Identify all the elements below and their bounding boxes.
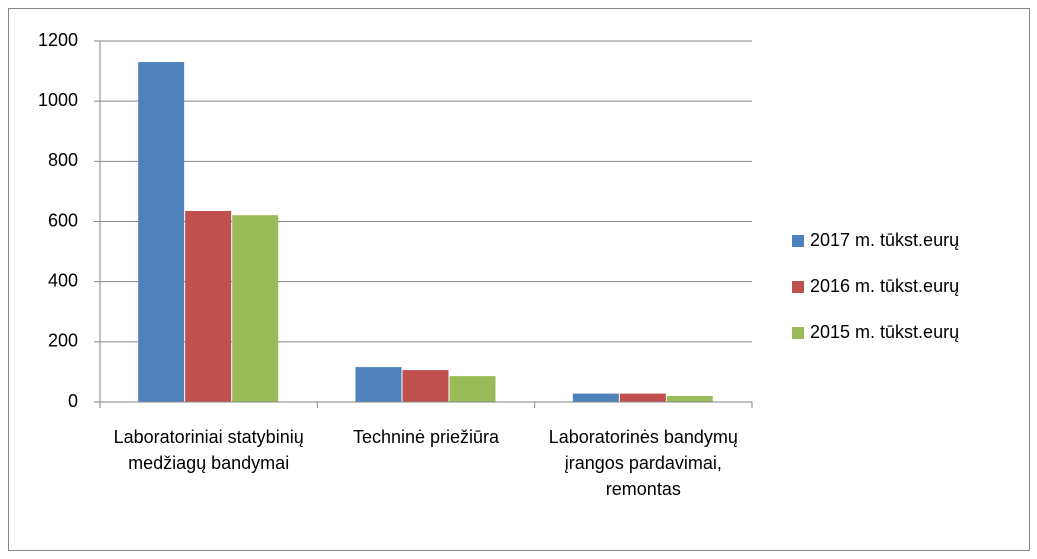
x-tick-label: Laboratorinės bandymų įrangos pardavimai… xyxy=(548,427,738,499)
bar xyxy=(138,62,185,402)
y-tick-label: 1200 xyxy=(38,30,78,50)
y-tick-label: 400 xyxy=(48,270,78,290)
bar xyxy=(402,370,449,402)
bar xyxy=(666,395,713,402)
legend-swatch xyxy=(792,281,804,293)
legend-label: 2015 m. tūkst.eurų xyxy=(810,322,959,342)
bar xyxy=(619,393,666,402)
legend-label: 2017 m. tūkst.eurų xyxy=(810,230,959,250)
bar xyxy=(572,393,619,402)
y-tick-label: 1000 xyxy=(38,90,78,110)
y-tick-label: 800 xyxy=(48,150,78,170)
bar xyxy=(449,376,496,402)
x-tick-label: Techninė priežiūra xyxy=(352,427,500,447)
x-tick-label: Laboratoriniai statybinių medžiagų bandy… xyxy=(113,427,304,473)
bar xyxy=(185,210,232,402)
legend-label: 2016 m. tūkst.eurų xyxy=(810,276,959,296)
y-tick-label: 0 xyxy=(68,391,78,411)
bar xyxy=(232,215,279,402)
y-tick-label: 200 xyxy=(48,331,78,351)
legend-swatch xyxy=(792,235,804,247)
bar xyxy=(355,367,402,402)
y-tick-label: 600 xyxy=(48,210,78,230)
legend-swatch xyxy=(792,327,804,339)
